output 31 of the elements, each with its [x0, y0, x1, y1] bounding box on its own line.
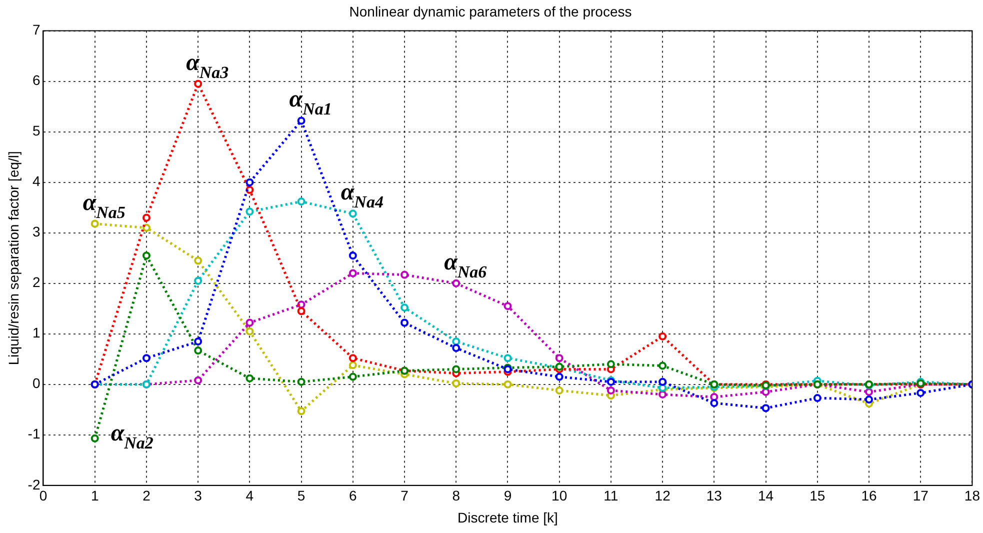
x-tick-label: 9 [504, 488, 512, 504]
y-tick-label: 4 [32, 173, 40, 190]
x-tick-label: 8 [452, 488, 460, 504]
y-tick-label: -1 [28, 426, 40, 442]
y-tick-label: -2 [28, 476, 40, 492]
y-tick-label: 2 [32, 274, 40, 290]
x-tick-label: 17 [912, 488, 929, 504]
y-tick-label: 5 [32, 122, 40, 139]
x-tick-label: 16 [861, 488, 877, 504]
x-tick-label: 6 [349, 488, 358, 504]
x-tick-label: 7 [400, 488, 409, 504]
x-tick-label: 18 [964, 488, 980, 504]
y-tick-label: 0 [32, 375, 40, 392]
x-tick-label: 1 [90, 488, 99, 504]
x-tick-label: 14 [758, 488, 774, 504]
x-tick-label: 2 [142, 488, 151, 504]
x-tick-label: 4 [246, 488, 254, 504]
x-tick-label: 15 [810, 488, 826, 504]
x-tick-label: 11 [604, 488, 618, 504]
x-tick-label: 13 [706, 488, 722, 504]
x-tick-label: 10 [552, 488, 568, 504]
x-tick-label: 3 [194, 488, 202, 504]
y-tick-label: 7 [32, 22, 40, 38]
x-tick-label: 5 [297, 488, 306, 504]
y-tick-label: 3 [32, 224, 40, 240]
x-tick-label: 12 [654, 488, 671, 504]
x-axis-title: Discrete time [k] [458, 509, 558, 526]
y-axis-title: Liquid/resin separation factor [eq/l] [5, 151, 22, 366]
y-tick-label: 1 [32, 324, 40, 341]
y-tick-label: 6 [32, 72, 40, 88]
chart-title: Nonlinear dynamic parameters of the process [349, 3, 632, 20]
